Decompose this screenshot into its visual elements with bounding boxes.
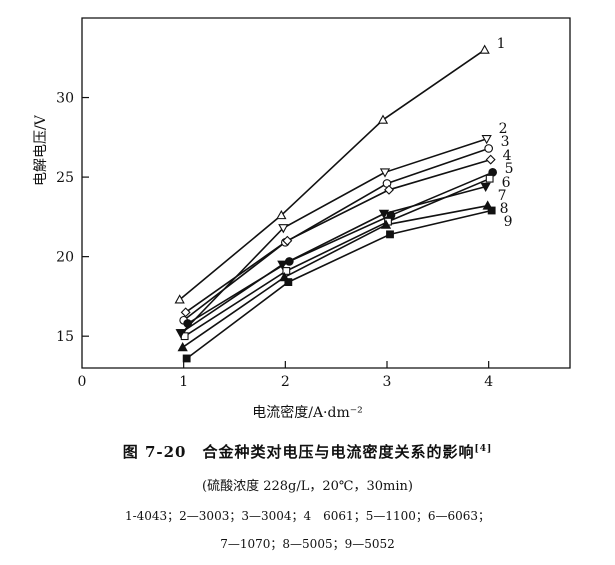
data-point xyxy=(282,235,293,246)
data-point xyxy=(276,209,287,220)
x-axis-label: 电流密度/A·dm⁻² xyxy=(252,405,363,421)
y-tick-label: 25 xyxy=(56,170,74,186)
series-line-9 xyxy=(186,209,492,360)
data-point xyxy=(378,209,390,220)
series-label-7: 7 xyxy=(498,188,507,204)
data-point xyxy=(282,267,291,275)
data-point xyxy=(183,319,192,328)
series-line-6 xyxy=(184,177,491,337)
figure-caption-conditions: (硫酸浓度 228g/L，20℃，30min) xyxy=(202,479,413,494)
data-point xyxy=(484,144,493,153)
data-point xyxy=(485,174,494,183)
data-point xyxy=(175,329,186,339)
series-line-8 xyxy=(182,204,488,348)
x-tick-label: 3 xyxy=(383,374,392,390)
y-tick-label: 15 xyxy=(56,329,74,345)
y-tick-label: 20 xyxy=(56,250,74,266)
data-point xyxy=(384,184,394,195)
ticks: 0 1 2 3 4 15 20 25 30 xyxy=(56,91,493,390)
data-point xyxy=(480,182,491,192)
series-label-2: 2 xyxy=(499,121,508,137)
figure-caption-title: 图 7-20 合金种类对电压与电流密度关系的影响[4] xyxy=(0,441,615,462)
figure-legend-line-1: 1-4043；2—3003；3—3004；4 6061；5—1100；6—606… xyxy=(124,509,491,523)
figure-legend-line-2: 7—1070；8—5005；9—5052 xyxy=(220,537,395,551)
series-lines xyxy=(179,49,494,360)
axes xyxy=(81,17,571,369)
series-label-8: 8 xyxy=(500,201,509,217)
plot-frame xyxy=(81,17,571,369)
x-tick-label: 2 xyxy=(281,374,290,390)
series-line-7 xyxy=(180,185,486,334)
data-point xyxy=(180,307,191,318)
y-axis-label: 电解电压/V xyxy=(33,115,49,186)
x-tick-label: 4 xyxy=(484,374,493,390)
data-point xyxy=(485,154,496,165)
data-point xyxy=(379,168,391,178)
data-point xyxy=(284,278,293,287)
series-line-5 xyxy=(187,171,494,325)
series-label-5: 5 xyxy=(505,161,514,177)
series-label-6: 6 xyxy=(502,175,511,191)
x-tick-label: 1 xyxy=(179,374,188,390)
series-line-4 xyxy=(185,158,491,313)
series-label-1: 1 xyxy=(497,36,506,52)
data-point xyxy=(380,219,392,229)
series-line-2 xyxy=(181,138,487,334)
data-point xyxy=(174,294,185,304)
caption-title-text: 图 7-20 合金种类对电压与电流密度关系的影响 xyxy=(122,443,475,461)
data-point xyxy=(177,341,188,352)
data-point xyxy=(481,134,492,145)
series-line-3 xyxy=(183,147,489,321)
data-point xyxy=(278,224,289,234)
data-point xyxy=(479,44,490,54)
data-point xyxy=(277,260,288,270)
y-tick-label: 30 xyxy=(56,91,74,107)
caption-reference: [4] xyxy=(474,444,493,454)
x-tick-label: 0 xyxy=(78,374,87,390)
series-label-9: 9 xyxy=(504,214,513,230)
series-markers xyxy=(174,44,497,363)
data-point xyxy=(487,206,496,215)
series-label-3: 3 xyxy=(501,134,510,150)
series-line-1 xyxy=(179,49,486,301)
data-point xyxy=(377,114,389,124)
data-point xyxy=(182,354,191,363)
data-point xyxy=(386,230,394,239)
series-label-4: 4 xyxy=(503,148,512,164)
